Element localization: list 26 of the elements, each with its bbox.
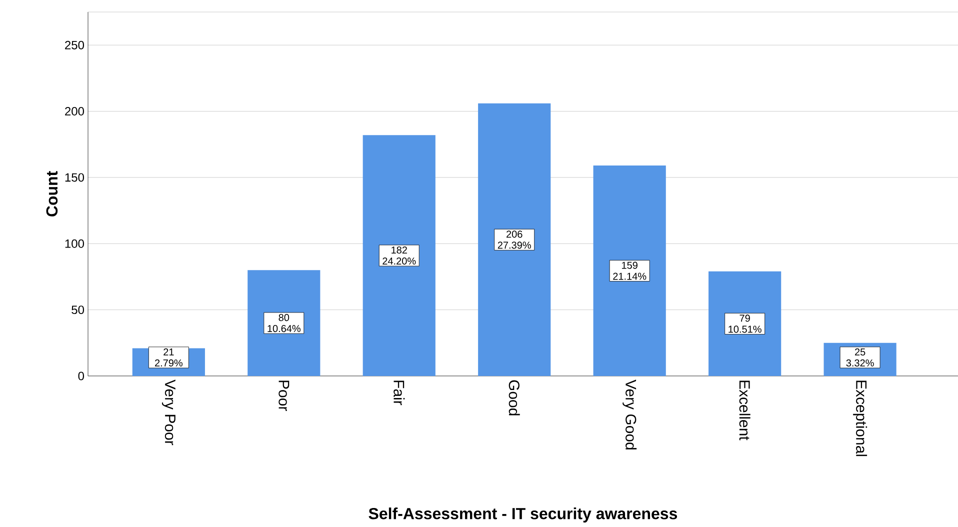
x-tick-label: Very Poor — [162, 380, 176, 446]
y-tick-label: 250 — [65, 40, 84, 50]
data-label: 80 10.64% — [268, 314, 301, 332]
y-tick-label: 100 — [65, 239, 84, 248]
data-label: 21 2.79% — [154, 348, 182, 366]
y-tick-label: 0 — [78, 372, 84, 380]
x-tick-label: Exceptional — [853, 380, 868, 456]
y-axis-title: Count — [46, 171, 58, 216]
bar — [593, 166, 666, 376]
x-tick-label: Very Good — [622, 380, 637, 450]
data-label: 159 21.14% — [613, 262, 646, 280]
y-tick-label: 150 — [65, 173, 84, 182]
x-tick-label: Excellent — [739, 380, 750, 440]
y-tick-label: 200 — [65, 107, 84, 116]
y-tick-label: 50 — [72, 306, 84, 314]
x-tick-label: Poor — [278, 380, 290, 411]
data-label: 182 24.20% — [382, 246, 416, 265]
data-label: 79 10.51% — [728, 314, 762, 333]
x-axis-title: Self-Assessment - IT security awareness — [368, 508, 678, 522]
x-tick-label: Good — [508, 380, 520, 416]
bar — [248, 270, 320, 376]
x-tick-label: Fair — [394, 380, 405, 406]
data-label: 206 27.39% — [498, 230, 531, 249]
data-label: 25 3.32% — [846, 348, 874, 366]
bar — [478, 103, 551, 376]
bar — [362, 135, 436, 376]
